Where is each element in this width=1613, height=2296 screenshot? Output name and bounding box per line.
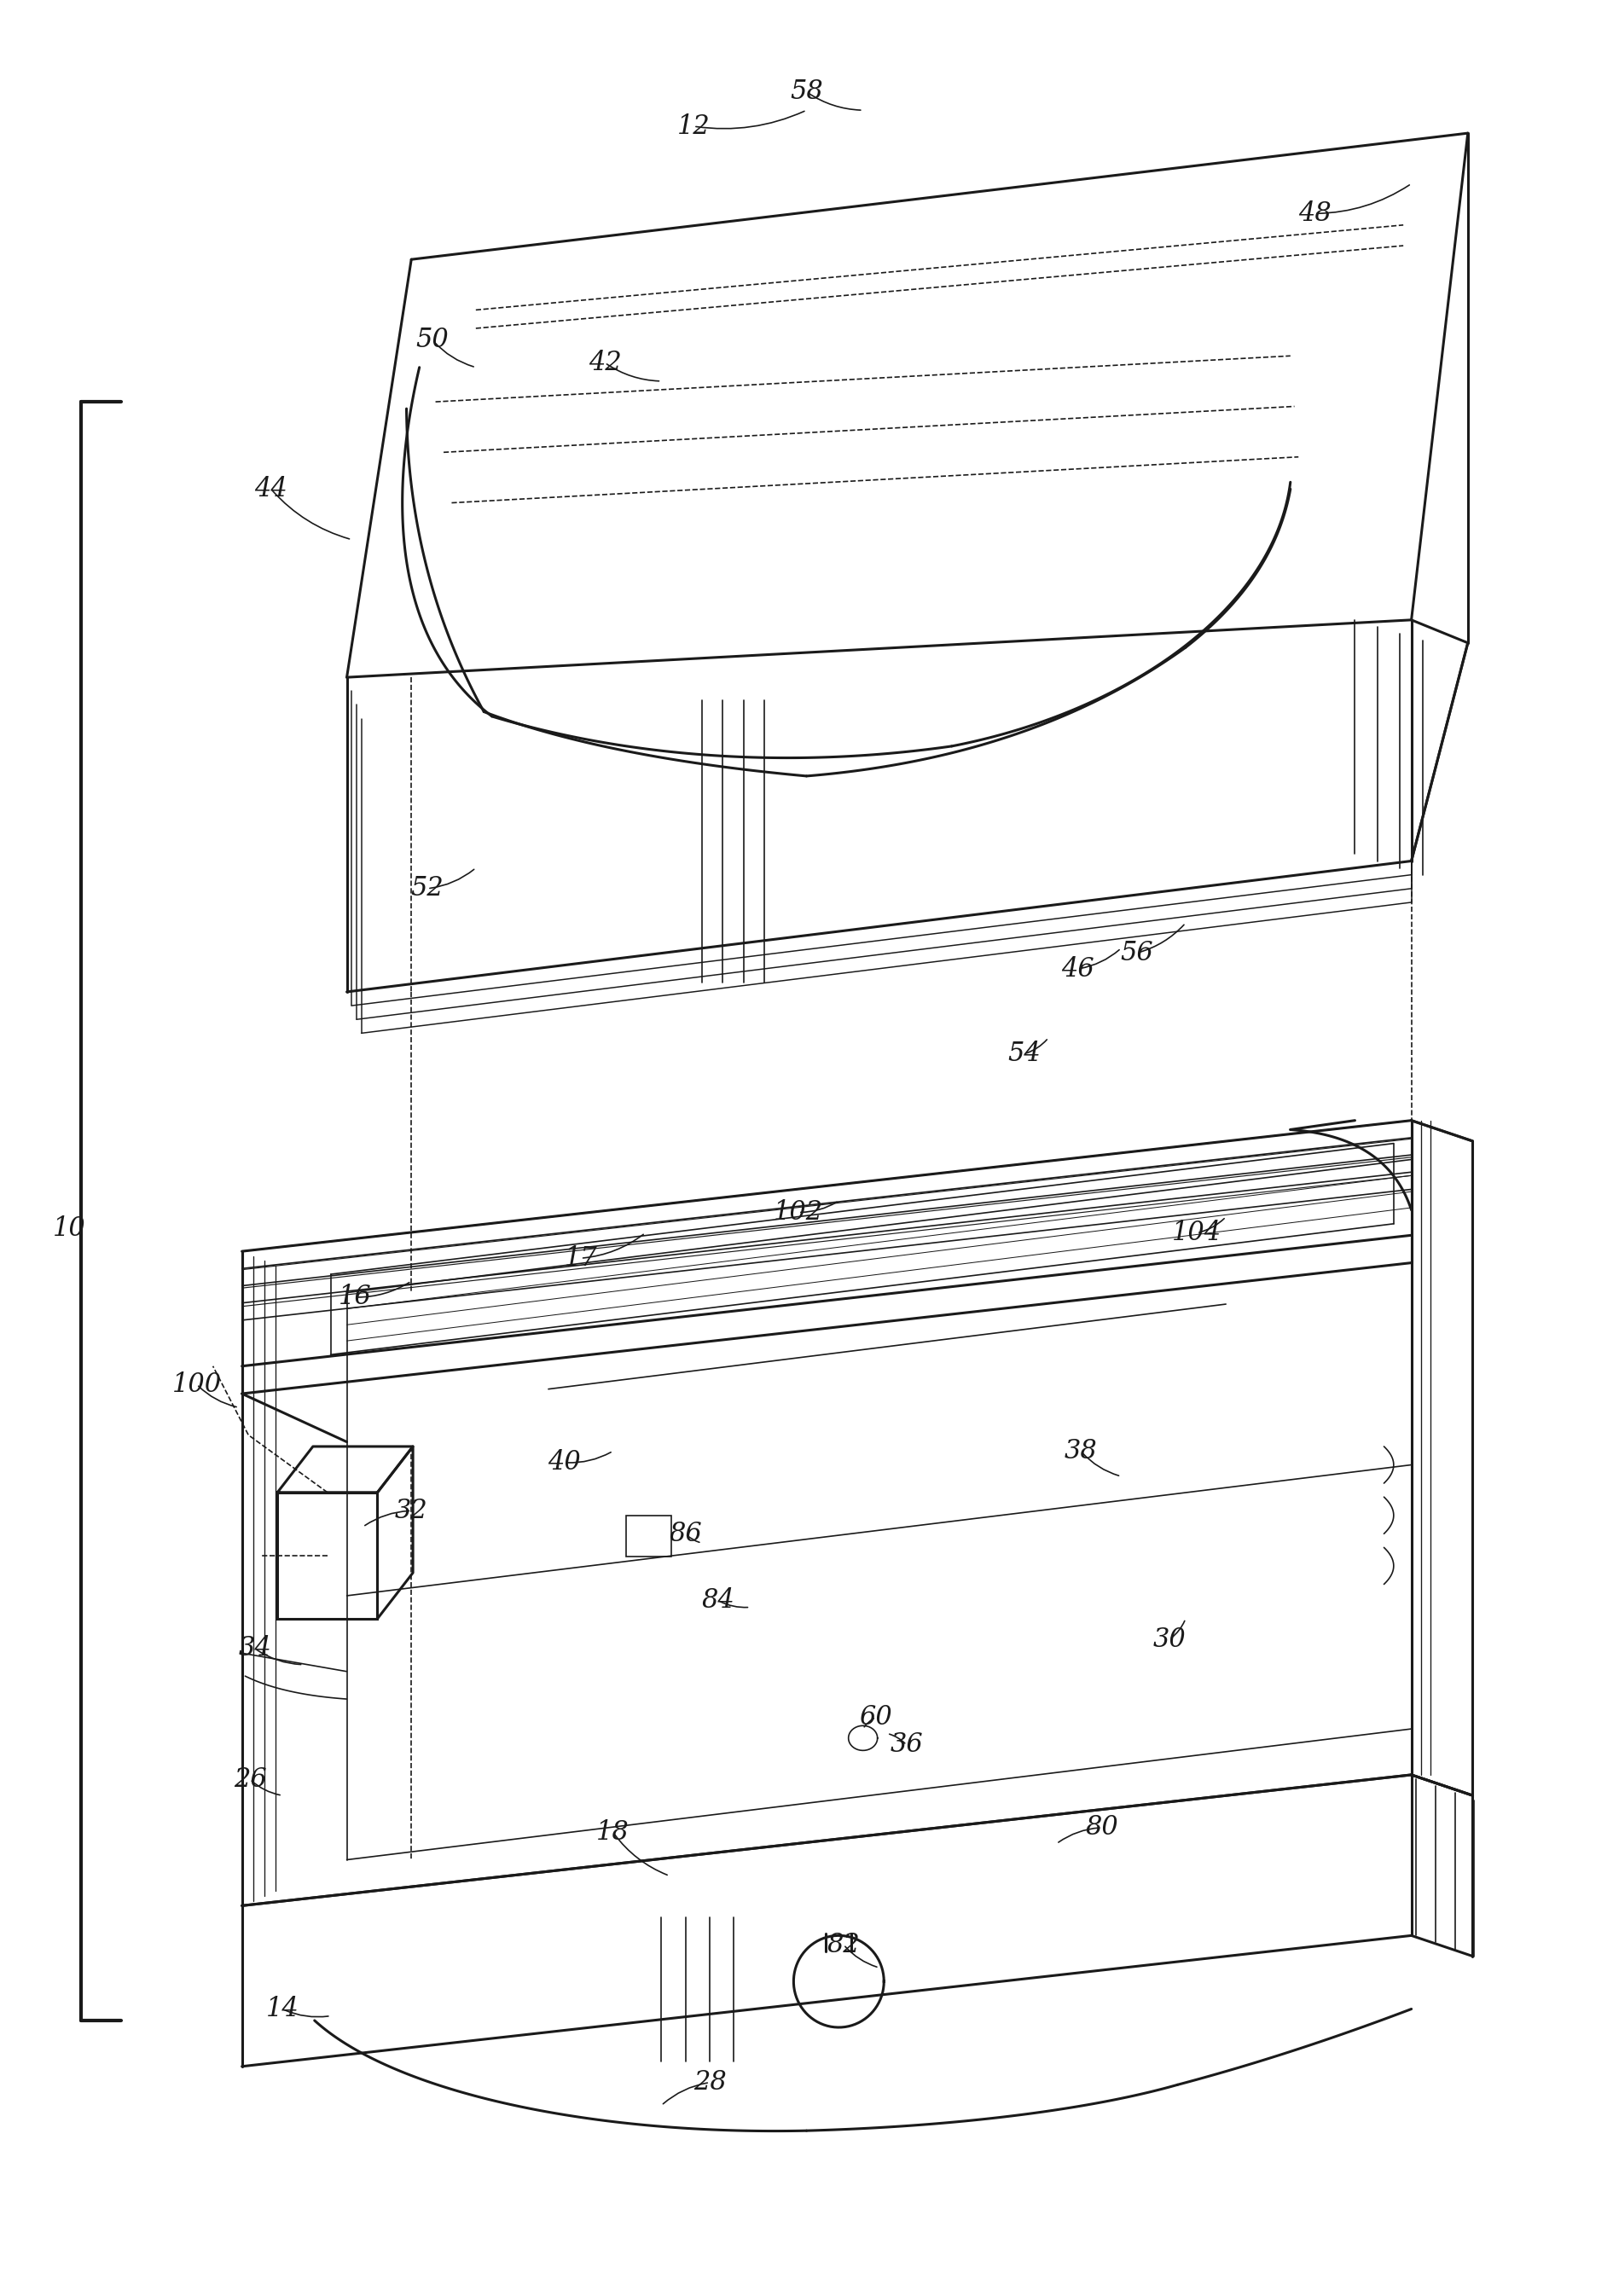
Text: 14: 14 bbox=[266, 1995, 298, 2023]
Text: 44: 44 bbox=[255, 475, 287, 503]
Text: 84: 84 bbox=[702, 1587, 734, 1614]
Text: 18: 18 bbox=[597, 1818, 629, 1846]
Text: 28: 28 bbox=[694, 2069, 726, 2096]
Text: 104: 104 bbox=[1173, 1219, 1221, 1247]
Bar bbox=[277, 1492, 377, 1619]
Text: 48: 48 bbox=[1298, 200, 1331, 227]
Text: 17: 17 bbox=[565, 1244, 597, 1272]
Text: 16: 16 bbox=[339, 1283, 371, 1311]
Text: 42: 42 bbox=[589, 349, 621, 377]
Text: 26: 26 bbox=[234, 1766, 266, 1793]
Text: 46: 46 bbox=[1061, 955, 1094, 983]
Text: 30: 30 bbox=[1153, 1626, 1186, 1653]
Text: 12: 12 bbox=[677, 113, 710, 140]
Text: 36: 36 bbox=[890, 1731, 923, 1759]
Text: 100: 100 bbox=[173, 1371, 221, 1398]
Text: 10: 10 bbox=[53, 1215, 85, 1242]
Text: 86: 86 bbox=[669, 1520, 702, 1548]
Text: 52: 52 bbox=[411, 875, 444, 902]
Text: 102: 102 bbox=[774, 1199, 823, 1226]
Text: 32: 32 bbox=[395, 1497, 427, 1525]
Bar bbox=[626, 1515, 671, 1557]
Text: 60: 60 bbox=[860, 1704, 892, 1731]
Text: 54: 54 bbox=[1008, 1040, 1040, 1068]
Text: 80: 80 bbox=[1086, 1814, 1118, 1841]
Text: 82: 82 bbox=[827, 1931, 860, 1958]
Text: 58: 58 bbox=[790, 78, 823, 106]
Text: 38: 38 bbox=[1065, 1437, 1097, 1465]
Text: 50: 50 bbox=[416, 326, 448, 354]
Text: 34: 34 bbox=[239, 1635, 271, 1662]
Text: 40: 40 bbox=[548, 1449, 581, 1476]
Text: 56: 56 bbox=[1121, 939, 1153, 967]
